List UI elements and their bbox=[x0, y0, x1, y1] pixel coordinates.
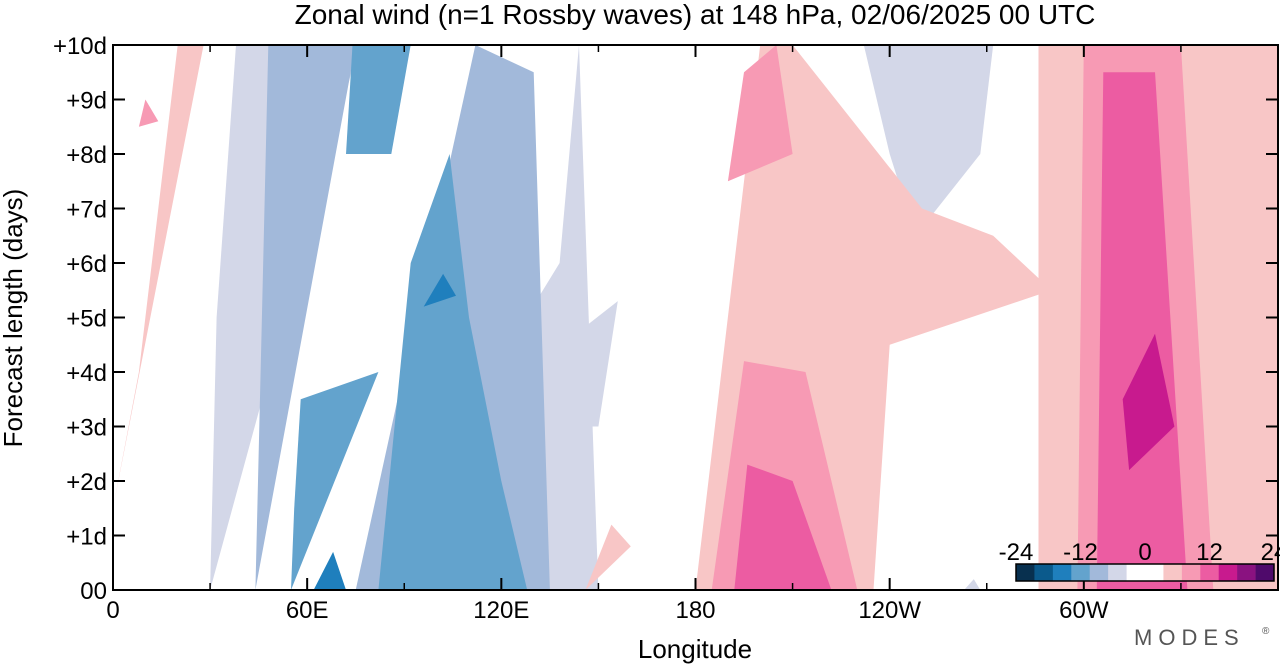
colorbar-label: -24 bbox=[999, 539, 1034, 566]
plot-area bbox=[113, 45, 1278, 590]
contour-region-4-2 bbox=[585, 524, 631, 590]
x-axis-label: Longitude bbox=[638, 634, 752, 664]
contour-region-0-4 bbox=[964, 579, 981, 590]
colorbar-swatch bbox=[1181, 564, 1201, 581]
x-tick-label: 60W bbox=[1059, 597, 1109, 624]
colorbar-swatch bbox=[1145, 564, 1164, 581]
x-tick-label: 120W bbox=[858, 597, 921, 624]
y-tick-label: +1d bbox=[66, 524, 107, 551]
colorbar-swatch bbox=[1126, 564, 1146, 581]
contour-region-5-2 bbox=[727, 45, 793, 182]
y-tick-label: +2d bbox=[66, 469, 107, 496]
colorbar-swatch bbox=[1255, 564, 1275, 581]
colorbar-frame bbox=[1015, 563, 1275, 582]
contour-region-2-1 bbox=[378, 154, 528, 590]
contour-region-3-0 bbox=[313, 551, 346, 590]
colorbar-swatch bbox=[1237, 564, 1256, 581]
colorbar-label: 12 bbox=[1196, 539, 1223, 566]
axes: 0 60E 120E 180 120W 60W 00 +1d +2d +3d +4d +5d +6d +7… bbox=[53, 33, 1279, 624]
contour-region-6-1 bbox=[1096, 72, 1188, 590]
colorbar-label: -12 bbox=[1063, 539, 1098, 566]
colorbar-swatch bbox=[1071, 564, 1091, 581]
y-tick-label: +4d bbox=[66, 360, 107, 387]
colorbar: -24 -12 0 12 24 bbox=[999, 539, 1280, 582]
contour-region-4-0 bbox=[113, 45, 204, 509]
y-tick-label: +8d bbox=[66, 142, 107, 169]
contour-region-6-0 bbox=[734, 464, 832, 590]
colorbar-swatch bbox=[1218, 564, 1238, 581]
y-tick-label: 00 bbox=[80, 578, 107, 605]
colorbar-swatch bbox=[1016, 564, 1035, 581]
y-tick-label: +7d bbox=[66, 197, 107, 224]
logo-text: MODES bbox=[1134, 625, 1245, 650]
colorbar-swatch bbox=[1034, 564, 1054, 581]
contour-region-0-3 bbox=[863, 45, 994, 236]
chart-title: Zonal wind (n=1 Rossby waves) at 148 hPa… bbox=[295, 0, 1096, 30]
x-tick-label: 60E bbox=[286, 597, 329, 624]
colorbar-swatch bbox=[1052, 564, 1072, 581]
contour-region-0-2 bbox=[520, 301, 618, 427]
contour-region-7-0 bbox=[1122, 333, 1175, 471]
y-axis-label: Forecast length (days) bbox=[0, 189, 28, 448]
contour-region-2-2 bbox=[346, 45, 411, 154]
contour-region-2-0 bbox=[291, 372, 379, 590]
y-tick-label: +5d bbox=[66, 306, 107, 333]
colorbar-label: 24 bbox=[1261, 539, 1280, 566]
y-tick-label: +3d bbox=[66, 415, 107, 442]
y-tick-label: +10d bbox=[53, 33, 107, 60]
colorbar-label: 0 bbox=[1138, 539, 1151, 566]
colorbar-swatch bbox=[1108, 564, 1127, 581]
contour-region-3-1 bbox=[423, 273, 456, 307]
colorbar-swatch bbox=[1163, 564, 1183, 581]
registered-mark: ® bbox=[1262, 626, 1270, 637]
y-tick-label: +6d bbox=[66, 251, 107, 278]
colorbar-swatch bbox=[1200, 564, 1220, 581]
contour-region-5-0 bbox=[138, 99, 159, 127]
y-tick-label: +9d bbox=[66, 88, 107, 115]
contour-region-1-0 bbox=[255, 45, 356, 590]
colorbar-swatch bbox=[1089, 564, 1109, 581]
x-tick-label: 180 bbox=[675, 597, 715, 624]
x-tick-label: 0 bbox=[106, 597, 119, 624]
x-tick-label: 120E bbox=[473, 597, 529, 624]
